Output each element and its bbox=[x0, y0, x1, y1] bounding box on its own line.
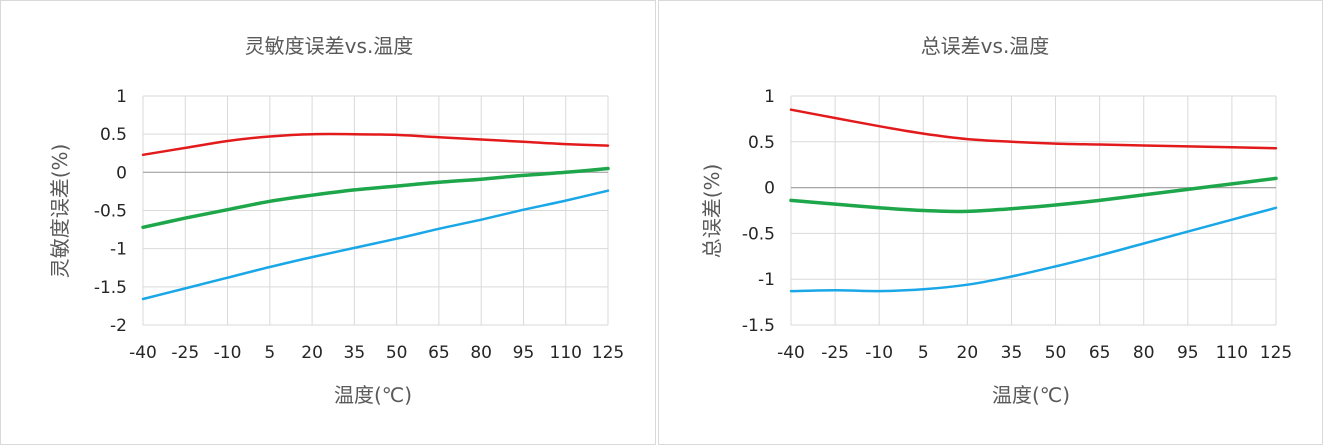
x-tick-label: 125 bbox=[1260, 343, 1292, 363]
x-tick-label: 110 bbox=[550, 343, 582, 363]
x-axis-title: 温度(℃) bbox=[334, 383, 412, 407]
y-axis-title: 总误差(%) bbox=[700, 164, 724, 259]
chart-title: 总误差vs.温度 bbox=[921, 34, 1050, 58]
y-tick-label: -1 bbox=[758, 270, 775, 290]
y-tick-label: -1.5 bbox=[94, 278, 127, 298]
x-tick-label: 65 bbox=[428, 343, 450, 363]
x-tick-label: 110 bbox=[1216, 343, 1248, 363]
x-tick-label: 80 bbox=[470, 343, 492, 363]
x-tick-label: -25 bbox=[821, 343, 849, 363]
x-tick-label: 20 bbox=[301, 343, 323, 363]
x-tick-label: -10 bbox=[214, 343, 242, 363]
series-line-3 bbox=[789, 206, 1278, 293]
y-tick-label: -0.5 bbox=[94, 202, 127, 222]
y-tick-label: 0 bbox=[116, 163, 127, 183]
y-tick-label: -1.5 bbox=[742, 316, 775, 336]
series-line-2 bbox=[789, 176, 1278, 214]
x-tick-label: 95 bbox=[513, 343, 535, 363]
x-tick-label: -40 bbox=[777, 343, 805, 363]
y-tick-label: 0.5 bbox=[748, 133, 775, 153]
y-tick-label: 1 bbox=[116, 87, 127, 107]
y-tick-label: 0.5 bbox=[100, 125, 127, 145]
chart-title: 灵敏度误差vs.温度 bbox=[245, 34, 414, 58]
x-tick-label: 5 bbox=[264, 343, 275, 363]
y-tick-label: -2 bbox=[110, 316, 127, 336]
x-tick-label: 35 bbox=[344, 343, 366, 363]
x-tick-label: 80 bbox=[1133, 343, 1155, 363]
series-line-3 bbox=[141, 189, 610, 301]
x-tick-label: 95 bbox=[1177, 343, 1199, 363]
series-line-1 bbox=[789, 108, 1278, 150]
series-line-1 bbox=[141, 132, 610, 157]
series-line-2 bbox=[141, 166, 610, 230]
x-tick-label: -25 bbox=[171, 343, 199, 363]
total-error-chart: 总误差vs.温度 1 0.5 0 -0.5 -1 -1.5-40 -25 -10 5 20 35 50… bbox=[700, 34, 1292, 407]
x-tick-label: 50 bbox=[386, 343, 408, 363]
x-tick-label: 5 bbox=[918, 343, 929, 363]
chart-panel-sensitivity: 灵敏度误差vs.温度 1 0.5 0 -0.5 -1 -1.5 -2 -40 -25 -10 5 20… bbox=[0, 0, 656, 445]
sensitivity-error-chart: 灵敏度误差vs.温度 1 0.5 0 -0.5 -1 -1.5 -2-40 -25 -10 5 20… bbox=[48, 34, 624, 407]
y-tick-label: 0 bbox=[764, 179, 775, 199]
y-axis-title: 灵敏度误差(%) bbox=[48, 144, 72, 279]
x-tick-label: -40 bbox=[129, 343, 157, 363]
x-axis-title: 温度(℃) bbox=[992, 383, 1070, 407]
chart-panel-total: 总误差vs.温度 1 0.5 0 -0.5 -1 -1.5 -40 -25 -10 5 20 35 50… bbox=[658, 0, 1323, 445]
y-tick-label: -1 bbox=[110, 240, 127, 260]
y-tick-label: 1 bbox=[764, 87, 775, 107]
x-tick-label: -10 bbox=[865, 343, 893, 363]
x-tick-label: 20 bbox=[957, 343, 979, 363]
x-tick-label: 65 bbox=[1089, 343, 1111, 363]
x-tick-label: 50 bbox=[1045, 343, 1067, 363]
y-tick-label: -0.5 bbox=[742, 224, 775, 244]
x-tick-label: 125 bbox=[592, 343, 624, 363]
x-tick-label: 35 bbox=[1001, 343, 1023, 363]
